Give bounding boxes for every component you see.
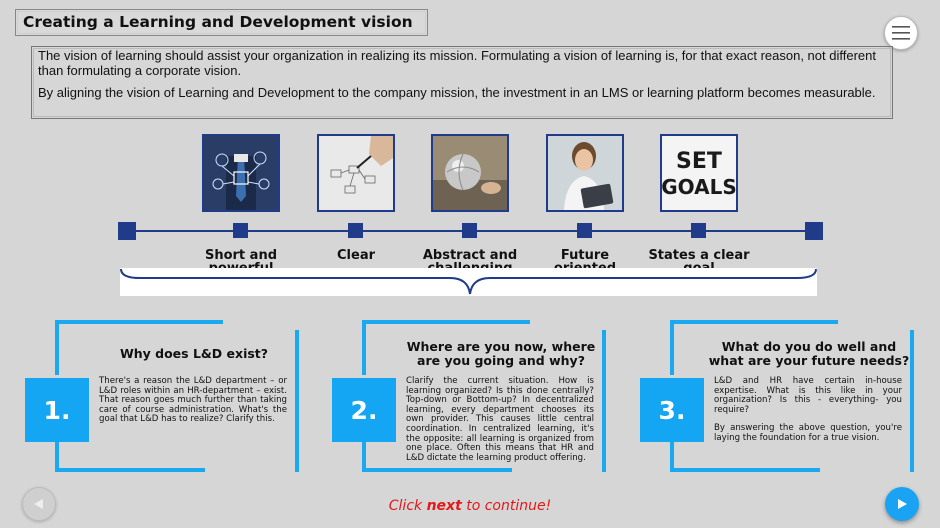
- card-title: What do you do well and what are your fu…: [708, 339, 910, 368]
- continue-text-pre: Click: [388, 498, 427, 514]
- timeline-node-4[interactable]: [577, 223, 592, 238]
- card-title: Why does L&D exist?: [119, 346, 269, 361]
- businessman-network-photo: [202, 134, 280, 212]
- frame-line: [670, 320, 838, 324]
- timeline-label-4: Future oriented: [553, 249, 617, 269]
- timeline-start-node: [118, 222, 136, 240]
- set-goals-text-2: GOALS: [662, 175, 736, 199]
- previous-button[interactable]: [22, 487, 56, 521]
- card-why-exist: 1. Why does L&D exist? There's a reason …: [25, 320, 299, 472]
- play-right-icon: [898, 499, 907, 509]
- timeline-node-5[interactable]: [691, 223, 706, 238]
- frame-line: [295, 330, 299, 472]
- frame-line: [670, 320, 674, 375]
- frame-line: [55, 468, 205, 472]
- play-left-icon: [34, 499, 43, 509]
- frame-line: [670, 468, 820, 472]
- continue-text-post: to continue!: [461, 498, 552, 514]
- frame-line: [602, 330, 606, 472]
- frame-line: [362, 320, 530, 324]
- card-body: There's a reason the L&D department – or…: [99, 376, 287, 425]
- intro-paragraph-1: The vision of learning should assist you…: [38, 48, 876, 78]
- timeline-label-1: Short and powerful: [204, 249, 278, 269]
- frame-line: [55, 320, 59, 375]
- timeline-label-5: States a clear goal: [648, 249, 750, 269]
- continue-text-bold: next: [426, 498, 462, 514]
- curly-brace: [120, 268, 817, 296]
- timeline-node-3[interactable]: [462, 223, 477, 238]
- intro-paragraph-2: By aligning the vision of Learning and D…: [38, 85, 876, 100]
- menu-button[interactable]: [884, 16, 918, 50]
- card-body: Clarify the current situation. How is le…: [406, 376, 594, 463]
- card-title: Where are you now, where are you going a…: [406, 339, 596, 368]
- timeline-node-2[interactable]: [348, 223, 363, 238]
- card-body-paragraph-2: By answering the above question, you're …: [714, 423, 902, 443]
- frame-line: [910, 330, 914, 472]
- frame-line: [670, 440, 674, 472]
- frame-line: [55, 320, 223, 324]
- hand-drawing-diagram-photo: [317, 134, 395, 212]
- card-number: 1.: [25, 378, 89, 442]
- intro-text-box: The vision of learning should assist you…: [31, 46, 893, 119]
- silver-globe-photo: [431, 134, 509, 212]
- card-where-now: 2. Where are you now, where are you goin…: [332, 320, 606, 472]
- frame-line: [55, 440, 59, 472]
- frame-line: [362, 440, 366, 472]
- timeline-label-3: Abstract and challenging: [422, 249, 518, 269]
- page-title: Creating a Learning and Development visi…: [15, 9, 428, 36]
- timeline-end-node: [805, 222, 823, 240]
- card-body: L&D and HR have certain in-house experti…: [714, 376, 902, 444]
- continue-prompt: Click next to continue!: [0, 498, 940, 514]
- frame-line: [362, 320, 366, 375]
- card-number: 3.: [640, 378, 704, 442]
- card-number: 2.: [332, 378, 396, 442]
- card-do-well: 3. What do you do well and what are your…: [640, 320, 914, 472]
- next-button[interactable]: [885, 487, 919, 521]
- timeline-label-2: Clear: [337, 249, 375, 263]
- frame-line: [362, 468, 512, 472]
- set-goals-photo: SET GOALS: [660, 134, 738, 212]
- card-body-paragraph-1: L&D and HR have certain in-house experti…: [714, 376, 902, 415]
- timeline-node-1[interactable]: [233, 223, 248, 238]
- smiling-woman-tablet-photo: [546, 134, 624, 212]
- set-goals-text-1: SET: [676, 149, 722, 174]
- hamburger-icon: [892, 26, 910, 40]
